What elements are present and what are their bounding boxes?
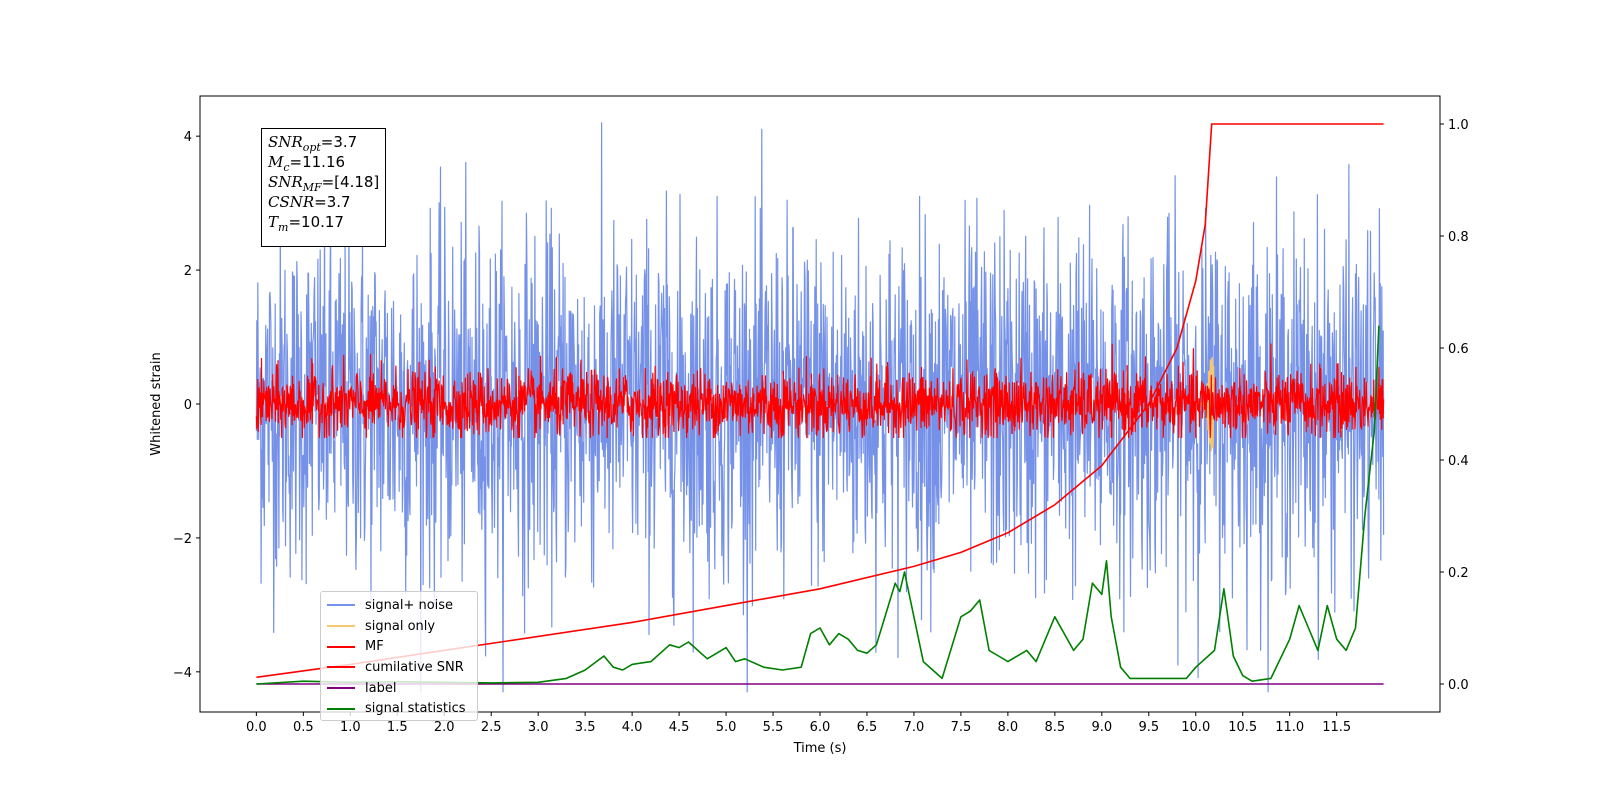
legend-swatch — [327, 687, 355, 690]
y2-tick-label: 1.0 — [1448, 118, 1469, 133]
y-axis-label: Whitened strain — [149, 352, 164, 455]
x-tick-label: 5.5 — [763, 720, 784, 735]
legend-entry-label: label — [327, 678, 471, 699]
x-tick-label: 2.0 — [434, 720, 455, 735]
y2-tick-label: 0.8 — [1448, 230, 1469, 245]
y-tick-label: −4 — [173, 666, 192, 681]
legend: signal+ noise signal only MF cumilative … — [320, 591, 478, 721]
series-mf — [255, 343, 1385, 439]
x-axis: 0.0 0.5 1.0 1.5 2.0 2.5 3.0 3.5 4.0 4.5 5.0 5.5 6.0 6… — [246, 712, 1351, 735]
x-tick-label: 6.0 — [810, 720, 831, 735]
x-tick-label: 0.5 — [293, 720, 314, 735]
series-cumilative-snr — [256, 123, 1384, 679]
x-axis-label: Time (s) — [793, 741, 847, 756]
x-tick-label: 7.0 — [904, 720, 925, 735]
legend-swatch — [327, 625, 355, 628]
annotation-chirp-mass: Mc=11.16 — [268, 153, 346, 174]
x-tick-label: 11.5 — [1322, 720, 1351, 735]
x-tick-label: 1.5 — [387, 720, 408, 735]
x-tick-label: 7.5 — [951, 720, 972, 735]
legend-entry-signal-noise: signal+ noise — [327, 595, 471, 616]
legend-entry-signal-statistics: signal statistics — [327, 698, 471, 719]
y-tick-label: −2 — [173, 532, 192, 547]
x-tick-label: 3.0 — [528, 720, 549, 735]
y-axis-right: 1.0 0.8 0.6 0.4 0.2 0.0 — [1440, 118, 1469, 693]
y-tick-label: 0 — [184, 398, 192, 413]
x-tick-label: 4.5 — [669, 720, 690, 735]
legend-entry-signal-only: signal only — [327, 616, 471, 637]
y2-tick-label: 0.4 — [1448, 454, 1469, 469]
legend-entry-mf: MF — [327, 636, 471, 657]
legend-swatch — [327, 604, 355, 607]
x-tick-label: 2.5 — [481, 720, 502, 735]
legend-entry-cumulative-snr: cumilative SNR — [327, 657, 471, 678]
x-tick-label: 4.0 — [622, 720, 643, 735]
x-tick-label: 6.5 — [857, 720, 878, 735]
x-tick-label: 8.5 — [1045, 720, 1066, 735]
series-signal-statistics — [256, 325, 1380, 685]
x-tick-label: 5.0 — [716, 720, 737, 735]
x-tick-label: 8.0 — [998, 720, 1019, 735]
y2-tick-label: 0.6 — [1448, 342, 1469, 357]
y2-tick-label: 0.2 — [1448, 566, 1469, 581]
x-tick-label: 10.0 — [1181, 720, 1210, 735]
x-tick-label: 9.5 — [1138, 720, 1159, 735]
y-tick-label: 2 — [184, 264, 192, 279]
annotation-snr-opt: SNRopt=3.7 — [268, 133, 358, 154]
y2-tick-label: 0.0 — [1448, 678, 1469, 693]
annotation-csnr: CSNR=3.7 — [268, 193, 351, 211]
y-axis-left: 4 2 0 −2 −4 — [173, 130, 200, 681]
legend-swatch — [327, 666, 355, 669]
legend-swatch — [327, 707, 355, 710]
y-tick-label: 4 — [184, 130, 192, 145]
x-tick-label: 0.0 — [246, 720, 267, 735]
annotation-snr-mf: SNRMF=[4.18] — [268, 173, 380, 194]
x-tick-label: 10.5 — [1228, 720, 1257, 735]
x-tick-label: 1.0 — [340, 720, 361, 735]
annotation-box: SNRopt=3.7 Mc=11.16 SNRMF=[4.18] CSNR=3.… — [261, 128, 386, 247]
x-tick-label: 9.0 — [1091, 720, 1112, 735]
x-tick-label: 3.5 — [575, 720, 596, 735]
x-tick-label: 11.0 — [1275, 720, 1304, 735]
annotation-merger-time: Tm=10.17 — [268, 213, 344, 234]
legend-swatch — [327, 645, 355, 648]
